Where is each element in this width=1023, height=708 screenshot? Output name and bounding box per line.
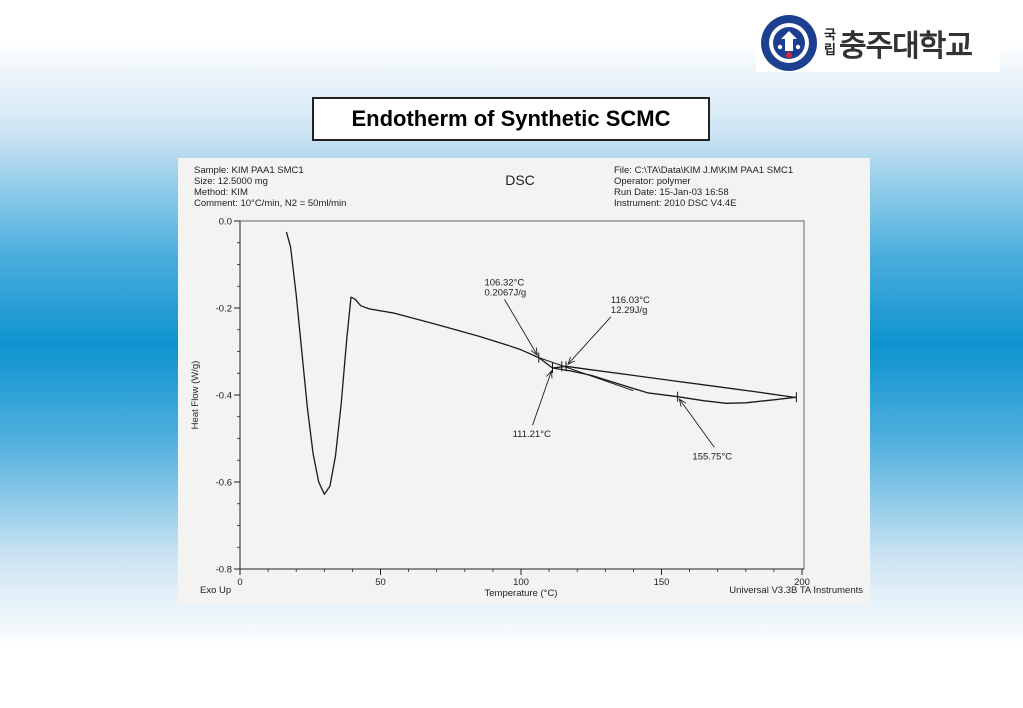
- annotation-arrowhead: [546, 369, 553, 379]
- header-left-line: Sample: KIM PAA1 SMC1: [194, 165, 304, 176]
- annotation: 106.32°C0.2067J/g: [484, 277, 538, 356]
- x-tick-label: 200: [794, 577, 810, 588]
- y-axis-label: Heat Flow (W/g): [190, 361, 201, 430]
- annotation-arrow: [567, 316, 612, 365]
- chart-annotations: 106.32°C0.2067J/g 116.03°C12.29J/g 111.21°…: [484, 277, 732, 462]
- annotation-arrowhead: [567, 356, 576, 365]
- annotation-arrow: [504, 299, 538, 356]
- annotation-arrowhead: [530, 347, 538, 356]
- header-right-line: Instrument: 2010 DSC V4.4E: [614, 198, 737, 209]
- annotation-label: 106.32°C: [484, 277, 524, 288]
- series-line-1: [285, 231, 797, 495]
- x-tick-label: 100: [513, 577, 529, 588]
- x-tick-label: 150: [654, 577, 670, 588]
- x-axis-label: Temperature (°C): [485, 588, 558, 599]
- annotation-label: 111.21°C: [513, 429, 551, 440]
- header-left-line: Method: KIM: [194, 187, 248, 198]
- header-left-line: Comment: 10°C/min, N2 = 50ml/min: [194, 198, 346, 209]
- annotation-arrow: [532, 370, 552, 426]
- header-left-line: Size: 12.5000 mg: [194, 176, 268, 187]
- header-right-line: File: C:\TA\Data\KIM J.M\KIM PAA1 SMC1: [614, 165, 793, 176]
- x-tick-label: 0: [237, 577, 242, 588]
- chart-axes: 0.0 -0.2 -0.4 -0.6 -0.8 0 50 100 150 200: [216, 217, 810, 589]
- y-tick-label: -0.6: [216, 478, 232, 489]
- series-line-2: [552, 367, 797, 404]
- university-logo: 국 립 충주대학교: [756, 14, 1000, 72]
- y-tick-label: -0.2: [216, 304, 232, 315]
- logo-university-name: 충주대학교: [838, 29, 973, 64]
- tangent-line: [538, 357, 634, 392]
- header-right-line: Operator: polymer: [614, 176, 691, 187]
- header-right-line: Run Date: 15-Jan-03 16:58: [614, 187, 729, 198]
- footer-exo-up: Exo Up: [200, 585, 231, 596]
- annotation-arrow: [679, 398, 715, 448]
- annotation-label: 155.75°C: [692, 451, 732, 462]
- chart-title: DSC: [505, 172, 535, 188]
- slide-title: Endotherm of Synthetic SCMC: [351, 106, 671, 131]
- university-seal-icon: [761, 15, 817, 71]
- logo-small-top: 국: [824, 28, 836, 43]
- annotation-label: 12.29J/g: [611, 305, 647, 316]
- dsc-chart-panel: Sample: KIM PAA1 SMC1 Size: 12.5000 mg Met…: [178, 158, 870, 604]
- y-tick-label: -0.8: [216, 565, 232, 576]
- y-tick-label: -0.4: [216, 391, 232, 402]
- annotation-label: 0.2067J/g: [484, 287, 526, 298]
- y-tick-label: 0.0: [219, 217, 232, 228]
- annotation: 111.21°C: [513, 369, 553, 440]
- annotation-arrowhead: [678, 398, 687, 407]
- x-tick-label: 50: [375, 577, 386, 588]
- logo-small-bottom: 립: [824, 43, 836, 58]
- chart-series: [285, 231, 797, 495]
- chart-header-right: File: C:\TA\Data\KIM J.M\KIM PAA1 SMC1Op…: [614, 165, 793, 209]
- annotation: 116.03°C12.29J/g: [567, 295, 650, 365]
- annotation-label: 116.03°C: [611, 295, 650, 306]
- annotation: 155.75°C: [678, 398, 732, 462]
- footer-instrument: Universal V3.3B TA Instruments: [729, 585, 863, 596]
- slide-title-box: Endotherm of Synthetic SCMC: [312, 97, 710, 141]
- plot-frame: [239, 220, 805, 570]
